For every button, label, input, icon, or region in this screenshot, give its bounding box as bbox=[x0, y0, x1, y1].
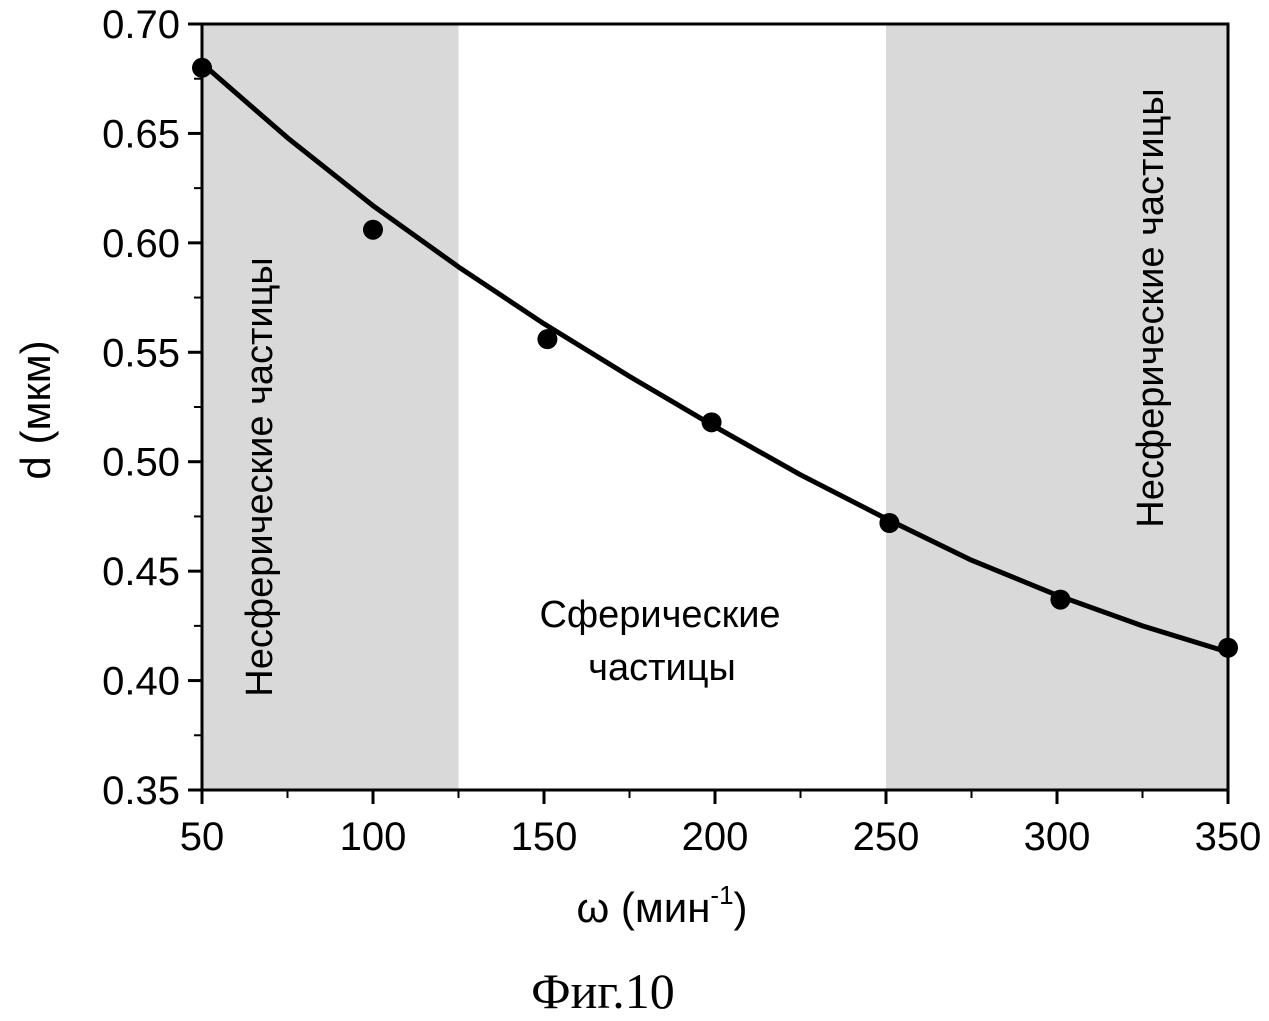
chart: 50 100 150 200 250 300 350 0.35 0.40 0.45 0.50 0.55… bbox=[0, 0, 1269, 1021]
region-label-middle-line2: частицы bbox=[588, 647, 736, 689]
y-tick-label: 0.40 bbox=[102, 660, 180, 704]
data-point bbox=[879, 513, 899, 533]
data-point bbox=[363, 220, 383, 240]
x-tick-label: 300 bbox=[1024, 815, 1091, 859]
x-axis-label-main: ω (мин bbox=[576, 884, 710, 931]
x-axis-label: ω (мин-1) bbox=[576, 880, 747, 931]
x-axis-label-close: ) bbox=[734, 884, 748, 931]
region-label-left: Несферические частицы bbox=[239, 257, 281, 696]
data-point bbox=[537, 329, 557, 349]
x-tick-label: 200 bbox=[682, 815, 749, 859]
figure-caption: Фиг.10 bbox=[531, 963, 675, 1019]
data-point bbox=[702, 412, 722, 432]
x-tick-label: 150 bbox=[511, 815, 578, 859]
y-axis-label: d (мкм) bbox=[12, 340, 59, 479]
data-point bbox=[192, 58, 212, 78]
y-tick-label: 0.65 bbox=[102, 112, 180, 156]
x-tick-label: 250 bbox=[853, 815, 920, 859]
y-tick-label: 0.50 bbox=[102, 441, 180, 485]
y-tick-label: 0.35 bbox=[102, 769, 180, 813]
data-point bbox=[1218, 638, 1238, 658]
y-tick-label: 0.55 bbox=[102, 331, 180, 375]
x-axis-label-superscript: -1 bbox=[710, 880, 733, 910]
y-tick-label: 0.60 bbox=[102, 222, 180, 266]
y-tick-label: 0.45 bbox=[102, 550, 180, 594]
data-point bbox=[1050, 590, 1070, 610]
x-tick-label: 100 bbox=[340, 815, 407, 859]
x-tick-label: 350 bbox=[1195, 815, 1262, 859]
y-tick-label: 0.70 bbox=[102, 3, 180, 47]
region-label-middle-line1: Сферические bbox=[539, 594, 780, 636]
region-label-right: Несферические частицы bbox=[1130, 88, 1172, 527]
x-tick-label: 50 bbox=[180, 815, 225, 859]
shaded-region-2 bbox=[886, 24, 1228, 790]
